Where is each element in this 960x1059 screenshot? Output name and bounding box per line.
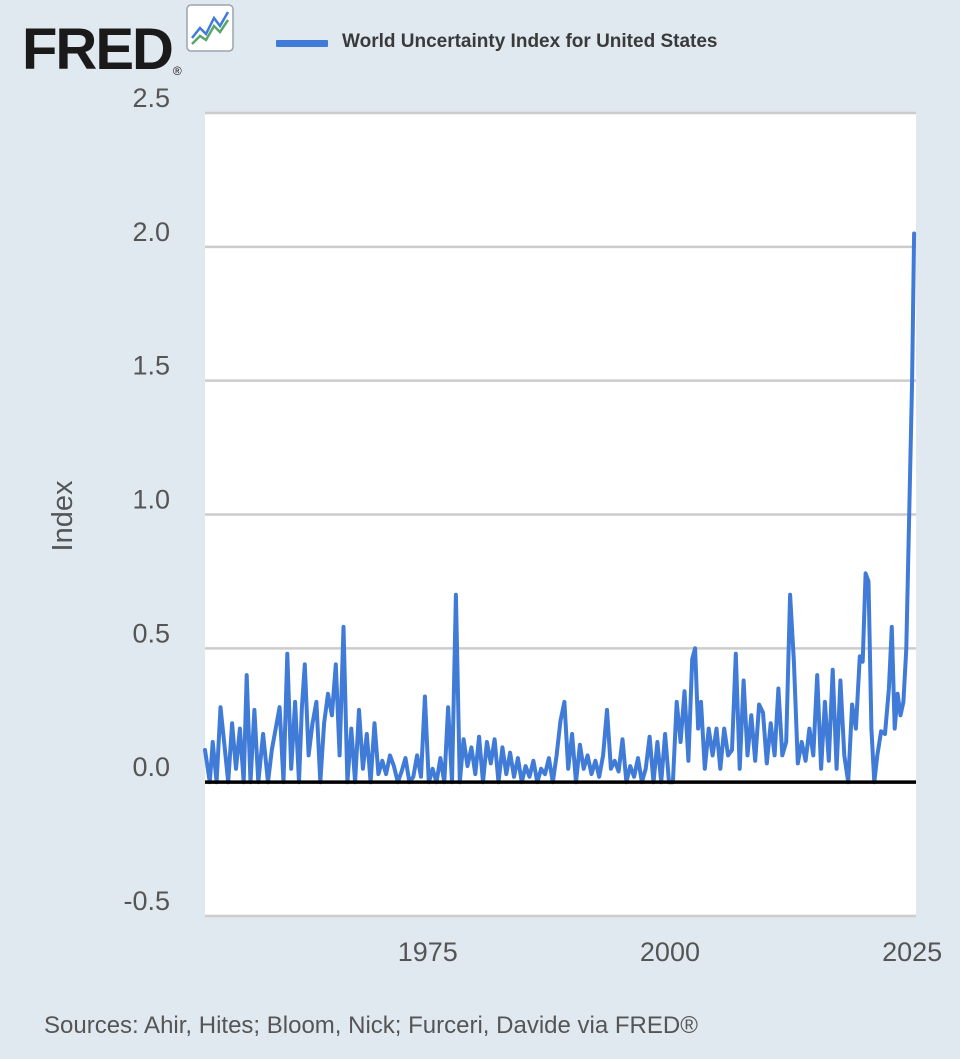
x-tick-label: 1975 (398, 937, 458, 967)
legend-label: World Uncertainty Index for United State… (342, 31, 718, 52)
x-tick-label: 2025 (882, 937, 942, 967)
y-tick-label: 0.5 (132, 618, 170, 648)
y-tick-label: 2.5 (132, 83, 170, 113)
series-line-world-uncertainty-index (203, 231, 917, 785)
y-tick-label: 1.5 (132, 351, 170, 381)
y-tick-label: 0.0 (132, 752, 170, 782)
fred-wordmark: FRED (22, 17, 174, 82)
line-chart: -0.5 0.0 0.5 1.0 1.5 2.0 2.5 1975 2000 2025 Inde… (47, 83, 942, 967)
y-axis-label: Index (47, 480, 79, 551)
registered-mark: ® (172, 64, 182, 78)
line-graph-icon (186, 4, 234, 52)
x-tick-label: 2000 (640, 937, 700, 967)
legend-swatch (276, 40, 328, 47)
y-tick-label: -0.5 (123, 886, 170, 916)
y-tick-label: 2.0 (132, 217, 170, 247)
source-note: Sources: Ahir, Hites; Bloom, Nick; Furce… (44, 1012, 698, 1039)
y-tick-label: 1.0 (132, 485, 170, 515)
fred-logo[interactable]: FRED ® (22, 17, 182, 82)
